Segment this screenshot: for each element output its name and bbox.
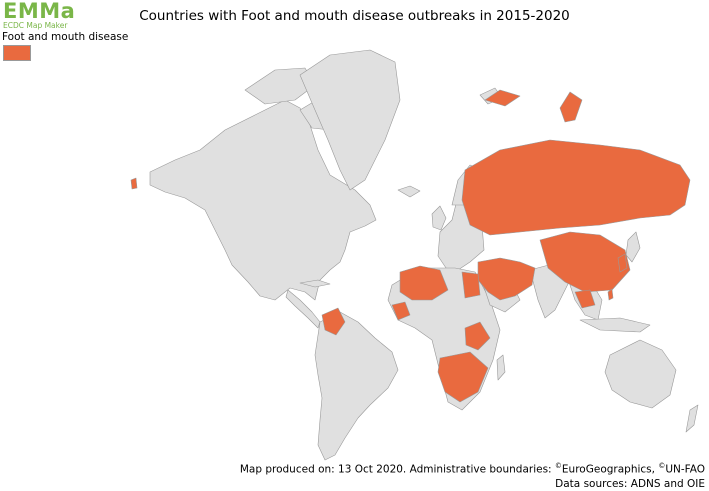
affected-korea bbox=[617, 253, 628, 273]
affected-alaska-tip bbox=[130, 177, 138, 190]
affected-russia bbox=[461, 139, 691, 236]
affected-china bbox=[539, 231, 631, 293]
affected-novaya-zemlya bbox=[559, 91, 583, 123]
region-new-zealand bbox=[685, 404, 699, 433]
affected-southeast-asia bbox=[574, 289, 596, 309]
region-japan bbox=[625, 231, 641, 263]
region-north-america bbox=[149, 99, 377, 301]
affected-southern-africa bbox=[437, 351, 489, 403]
footer-line-1: Map produced on: 13 Oct 2020. Administra… bbox=[240, 459, 705, 477]
footer-line-2: Data sources: ADNS and OIE bbox=[555, 477, 705, 490]
affected-regions bbox=[130, 89, 691, 403]
legend-swatch bbox=[3, 45, 31, 61]
map-footer: Map produced on: 13 Oct 2020. Administra… bbox=[240, 459, 705, 491]
region-cuba bbox=[299, 279, 331, 288]
affected-egypt bbox=[461, 271, 481, 299]
map-title: Countries with Foot and mouth disease ou… bbox=[139, 8, 570, 24]
logo-subtitle: ECDC Map Maker bbox=[3, 21, 68, 30]
affected-middle-east bbox=[477, 257, 536, 301]
affected-north-africa bbox=[399, 265, 449, 301]
footer-source-unfao: UN-FAO bbox=[665, 463, 705, 476]
affected-west-africa bbox=[391, 301, 411, 321]
copyright-mark-2: © bbox=[658, 462, 666, 470]
footer-produced-text: Map produced on: 13 Oct 2020. Administra… bbox=[239, 463, 555, 476]
logo-name: EMMa bbox=[3, 0, 76, 23]
emma-logo: EMMa ECDC Map Maker bbox=[3, 1, 75, 30]
region-indonesia bbox=[579, 317, 651, 333]
legend-label: Foot and mouth disease bbox=[2, 31, 129, 43]
copyright-mark-1: © bbox=[554, 462, 562, 470]
region-central-america bbox=[285, 289, 321, 329]
region-uk bbox=[431, 205, 447, 231]
region-iceland bbox=[397, 185, 421, 198]
affected-far-east-islands bbox=[484, 89, 521, 107]
affected-taiwan bbox=[607, 288, 614, 301]
affected-colombia bbox=[321, 307, 346, 336]
region-south-america bbox=[314, 311, 399, 461]
region-madagascar bbox=[496, 354, 506, 381]
region-australia bbox=[604, 339, 677, 409]
footer-source-eurogeographics: EuroGeographics, bbox=[561, 463, 659, 476]
region-greenland bbox=[299, 49, 401, 191]
affected-east-africa bbox=[464, 321, 491, 351]
